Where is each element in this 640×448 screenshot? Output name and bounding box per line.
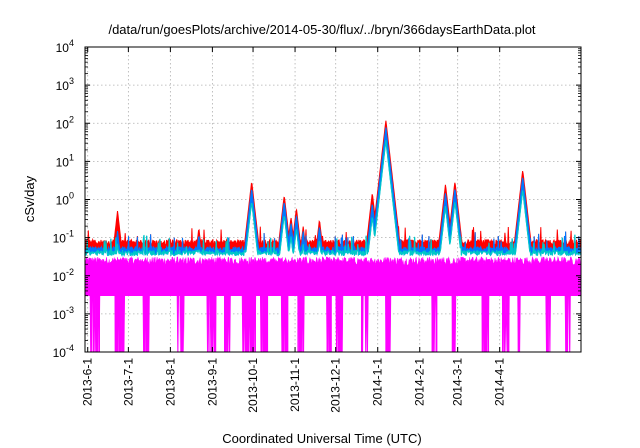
x-tick-label: 2014-2-1 — [413, 358, 427, 406]
y-tick-label: 104 — [56, 38, 74, 55]
series-magenta-area — [84, 255, 582, 353]
y-tick-label: 102 — [56, 114, 74, 131]
y-axis-tick-labels: 10-4 10-3 10-2 10-1 100 101 102 103 104 — [53, 38, 74, 360]
chart-title: /data/run/goesPlots/archive/2014-05-30/f… — [108, 22, 535, 37]
x-tick-label: 2013-7-1 — [121, 358, 135, 406]
series-red — [84, 120, 582, 254]
axis-ticks — [85, 46, 581, 353]
x-tick-label: 2014-4-1 — [493, 358, 507, 406]
y-axis-title: cSv/day — [22, 175, 37, 222]
x-tick-label: 2014-1-1 — [371, 358, 385, 406]
x-tick-label: 2013-6-1 — [81, 358, 95, 406]
x-tick-label: 2013-10-1 — [246, 358, 260, 413]
x-tick-label: 2013-9-1 — [205, 358, 219, 406]
y-tick-label: 10-4 — [53, 343, 74, 360]
x-axis-tick-labels: 2013-6-1 2013-7-1 2013-8-1 2013-9-1 2013-10-… — [81, 358, 507, 413]
x-tick-label: 2013-12-1 — [329, 358, 343, 413]
x-axis-title: Coordinated Universal Time (UTC) — [222, 431, 421, 446]
y-tick-label: 100 — [56, 191, 74, 208]
x-tick-label: 2013-8-1 — [163, 358, 177, 406]
series-cyan — [84, 140, 582, 257]
series-blue — [84, 127, 582, 258]
y-tick-label: 10-2 — [53, 267, 74, 284]
x-tick-label: 2013-11-1 — [288, 358, 302, 412]
y-tick-label: 10-3 — [53, 305, 74, 322]
y-tick-label: 101 — [56, 152, 74, 169]
y-tick-label: 10-1 — [53, 229, 74, 246]
plot-area — [84, 120, 582, 353]
x-tick-label: 2014-3-1 — [451, 358, 465, 406]
y-tick-label: 103 — [56, 76, 74, 93]
